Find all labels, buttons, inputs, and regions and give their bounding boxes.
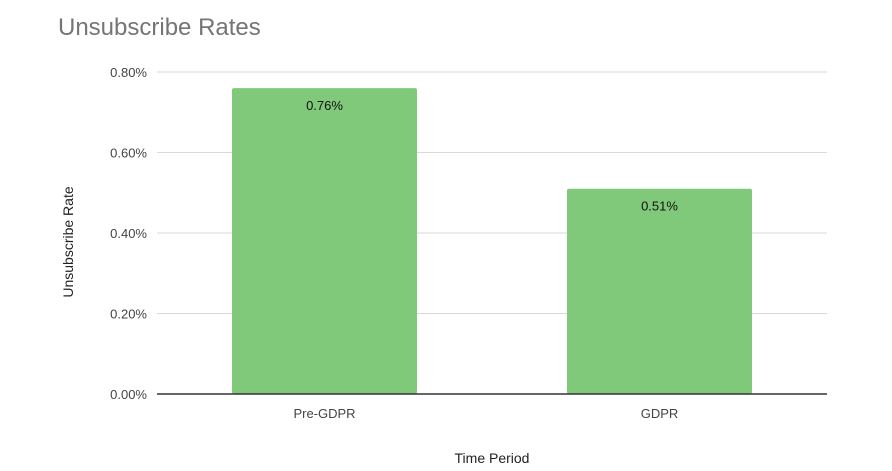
bar-value-label: 0.51% [641, 199, 678, 214]
chart-title: Unsubscribe Rates [58, 14, 261, 41]
y-tick-label: 0.40% [110, 226, 147, 241]
y-tick-label: 0.20% [110, 307, 147, 322]
y-tick-label: 0.00% [110, 387, 147, 402]
bar [232, 88, 417, 394]
bar-value-label: 0.76% [306, 98, 343, 113]
x-axis-label: Time Period [454, 450, 530, 466]
bar [567, 188, 752, 394]
y-tick-label: 0.80% [110, 65, 147, 80]
x-tick-label: GDPR [641, 406, 679, 421]
y-tick-label: 0.60% [110, 146, 147, 161]
x-tick-label: Pre-GDPR [293, 406, 355, 421]
